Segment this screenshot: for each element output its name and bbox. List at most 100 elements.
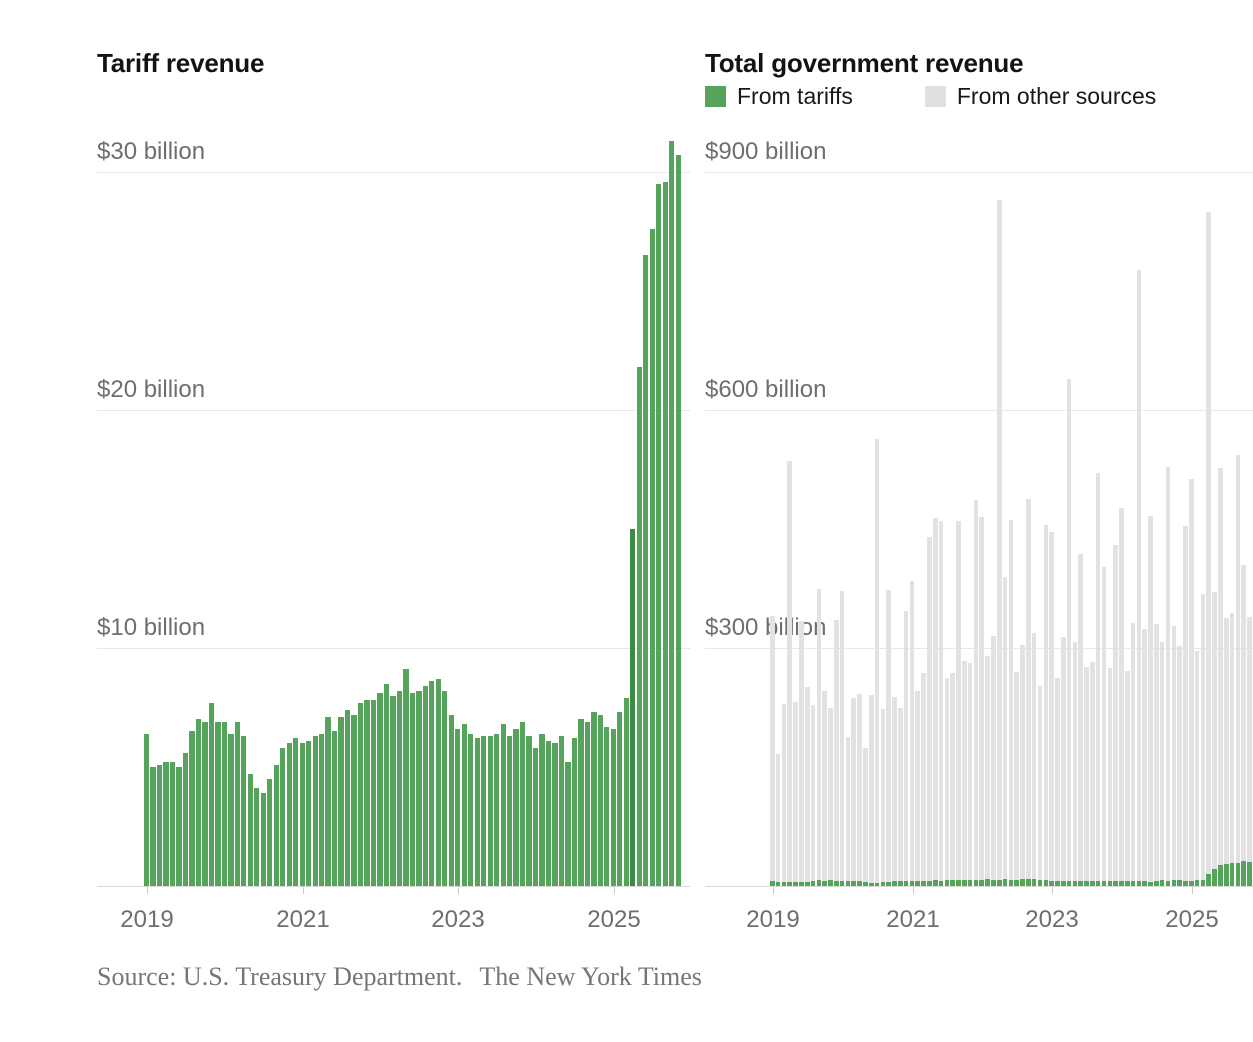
tick-2021-left: [303, 887, 304, 894]
bar-month: [1188, 479, 1194, 886]
bar-segment-tariffs: [1206, 874, 1212, 886]
bar-month: [909, 580, 915, 886]
bar-month: [979, 517, 985, 886]
bar-month: [799, 621, 804, 886]
bar-segment-tariffs: [793, 881, 798, 886]
bar-month: [150, 767, 156, 886]
x-label-2019-right: 2019: [746, 906, 800, 933]
x-label-2021-left: 2021: [276, 906, 330, 933]
bar-segment-tariffs: [1223, 864, 1229, 886]
bar-month: [293, 738, 299, 886]
bar-month: [189, 731, 195, 886]
bar-month: [545, 740, 552, 886]
bar-month: [306, 740, 312, 886]
bar-month: [1183, 526, 1188, 886]
bar-month: [1136, 270, 1142, 886]
bar-segment-tariffs: [1148, 881, 1153, 886]
bar-month: [604, 726, 610, 886]
x-label-2021-right: 2021: [886, 906, 940, 933]
bar-segment-tariffs: [886, 881, 891, 886]
gridline-30b: [97, 172, 690, 173]
bar-segment-tariffs: [1095, 881, 1101, 886]
bar-month: [804, 687, 810, 886]
bar-segment-tariffs: [1142, 881, 1148, 886]
bar-month: [880, 708, 886, 886]
bar-month: [1171, 626, 1177, 886]
bar-segment-tariffs: [822, 880, 827, 886]
credit-text: The New York Times: [479, 962, 702, 991]
bar-month: [1154, 624, 1159, 886]
bar-month: [649, 229, 655, 886]
bar-segment-tariffs: [1212, 868, 1217, 886]
bar-month: [956, 520, 961, 886]
bar-month: [338, 717, 344, 886]
bar-month: [429, 681, 435, 886]
bar-segment-tariffs: [810, 880, 816, 886]
legend: From tariffs From other sources: [705, 83, 1156, 110]
bar-segment-tariffs: [1037, 879, 1043, 886]
total-revenue-bars-area: [770, 172, 1253, 886]
gridline-10b: [97, 648, 690, 649]
bar-month: [597, 714, 603, 886]
bar-month: [1026, 499, 1031, 886]
bar-segment-tariffs: [898, 881, 903, 886]
bar-month: [662, 181, 668, 886]
bar-month: [325, 717, 331, 886]
bar-segment-tariffs: [863, 882, 868, 886]
bar-segment-tariffs: [1130, 881, 1136, 886]
bar-month: [208, 702, 215, 886]
legend-label: From tariffs: [737, 83, 853, 109]
bar-segment-tariffs: [1165, 880, 1171, 886]
bar-month: [370, 700, 377, 886]
bar-month: [1119, 507, 1124, 886]
bar-month: [221, 721, 228, 886]
bar-month: [351, 714, 357, 886]
bar-segment-tariffs: [1008, 879, 1014, 886]
bar-month: [1002, 577, 1008, 886]
bar-segment-tariffs: [979, 879, 985, 886]
bar-segment-tariffs: [857, 881, 862, 886]
bar-segment-tariffs: [1229, 862, 1235, 886]
bar-month: [409, 693, 416, 886]
bar-month: [874, 439, 880, 886]
bar-segment-tariffs: [950, 880, 955, 886]
bar-segment-tariffs: [1101, 880, 1107, 886]
gridline-300b: [705, 648, 1253, 649]
bar-month: [886, 590, 891, 886]
bar-segment-tariffs: [787, 881, 793, 886]
bar-month: [532, 747, 539, 886]
bar-month: [144, 733, 150, 886]
bar-month: [770, 615, 775, 886]
bar-month: [915, 690, 921, 886]
bar-month: [390, 695, 396, 886]
bar-month: [299, 743, 305, 886]
bar-segment-tariffs: [781, 881, 787, 886]
bar-month: [1031, 633, 1037, 886]
bar-segment-tariffs: [973, 879, 979, 886]
bar-month: [610, 728, 616, 886]
bar-month: [195, 719, 202, 886]
bar-segment-tariffs: [1194, 880, 1200, 886]
bar-month: [344, 709, 351, 886]
bar-segment-tariffs: [1055, 880, 1060, 886]
bar-month: [822, 690, 827, 886]
y-label-10-billion: $10 billion: [97, 614, 206, 641]
bar-month: [630, 529, 636, 886]
bar-month: [996, 200, 1002, 886]
bar-month: [669, 141, 675, 886]
y-label-600-billion: $600 billion: [705, 376, 827, 403]
bar-month: [331, 731, 338, 886]
bar-segment-tariffs: [828, 879, 833, 886]
bar-month: [781, 704, 787, 886]
bar-segment-tariffs: [799, 882, 804, 886]
bar-month: [422, 686, 428, 886]
bar-month: [927, 537, 932, 886]
bar-month: [938, 521, 944, 886]
bar-month: [857, 693, 862, 886]
bar-segment-tariffs: [985, 879, 990, 886]
x-label-2019-left: 2019: [120, 906, 174, 933]
bar-month: [839, 590, 845, 886]
bar-segment-tariffs: [851, 880, 857, 886]
bar-month: [215, 721, 221, 886]
bar-month: [1229, 612, 1235, 886]
